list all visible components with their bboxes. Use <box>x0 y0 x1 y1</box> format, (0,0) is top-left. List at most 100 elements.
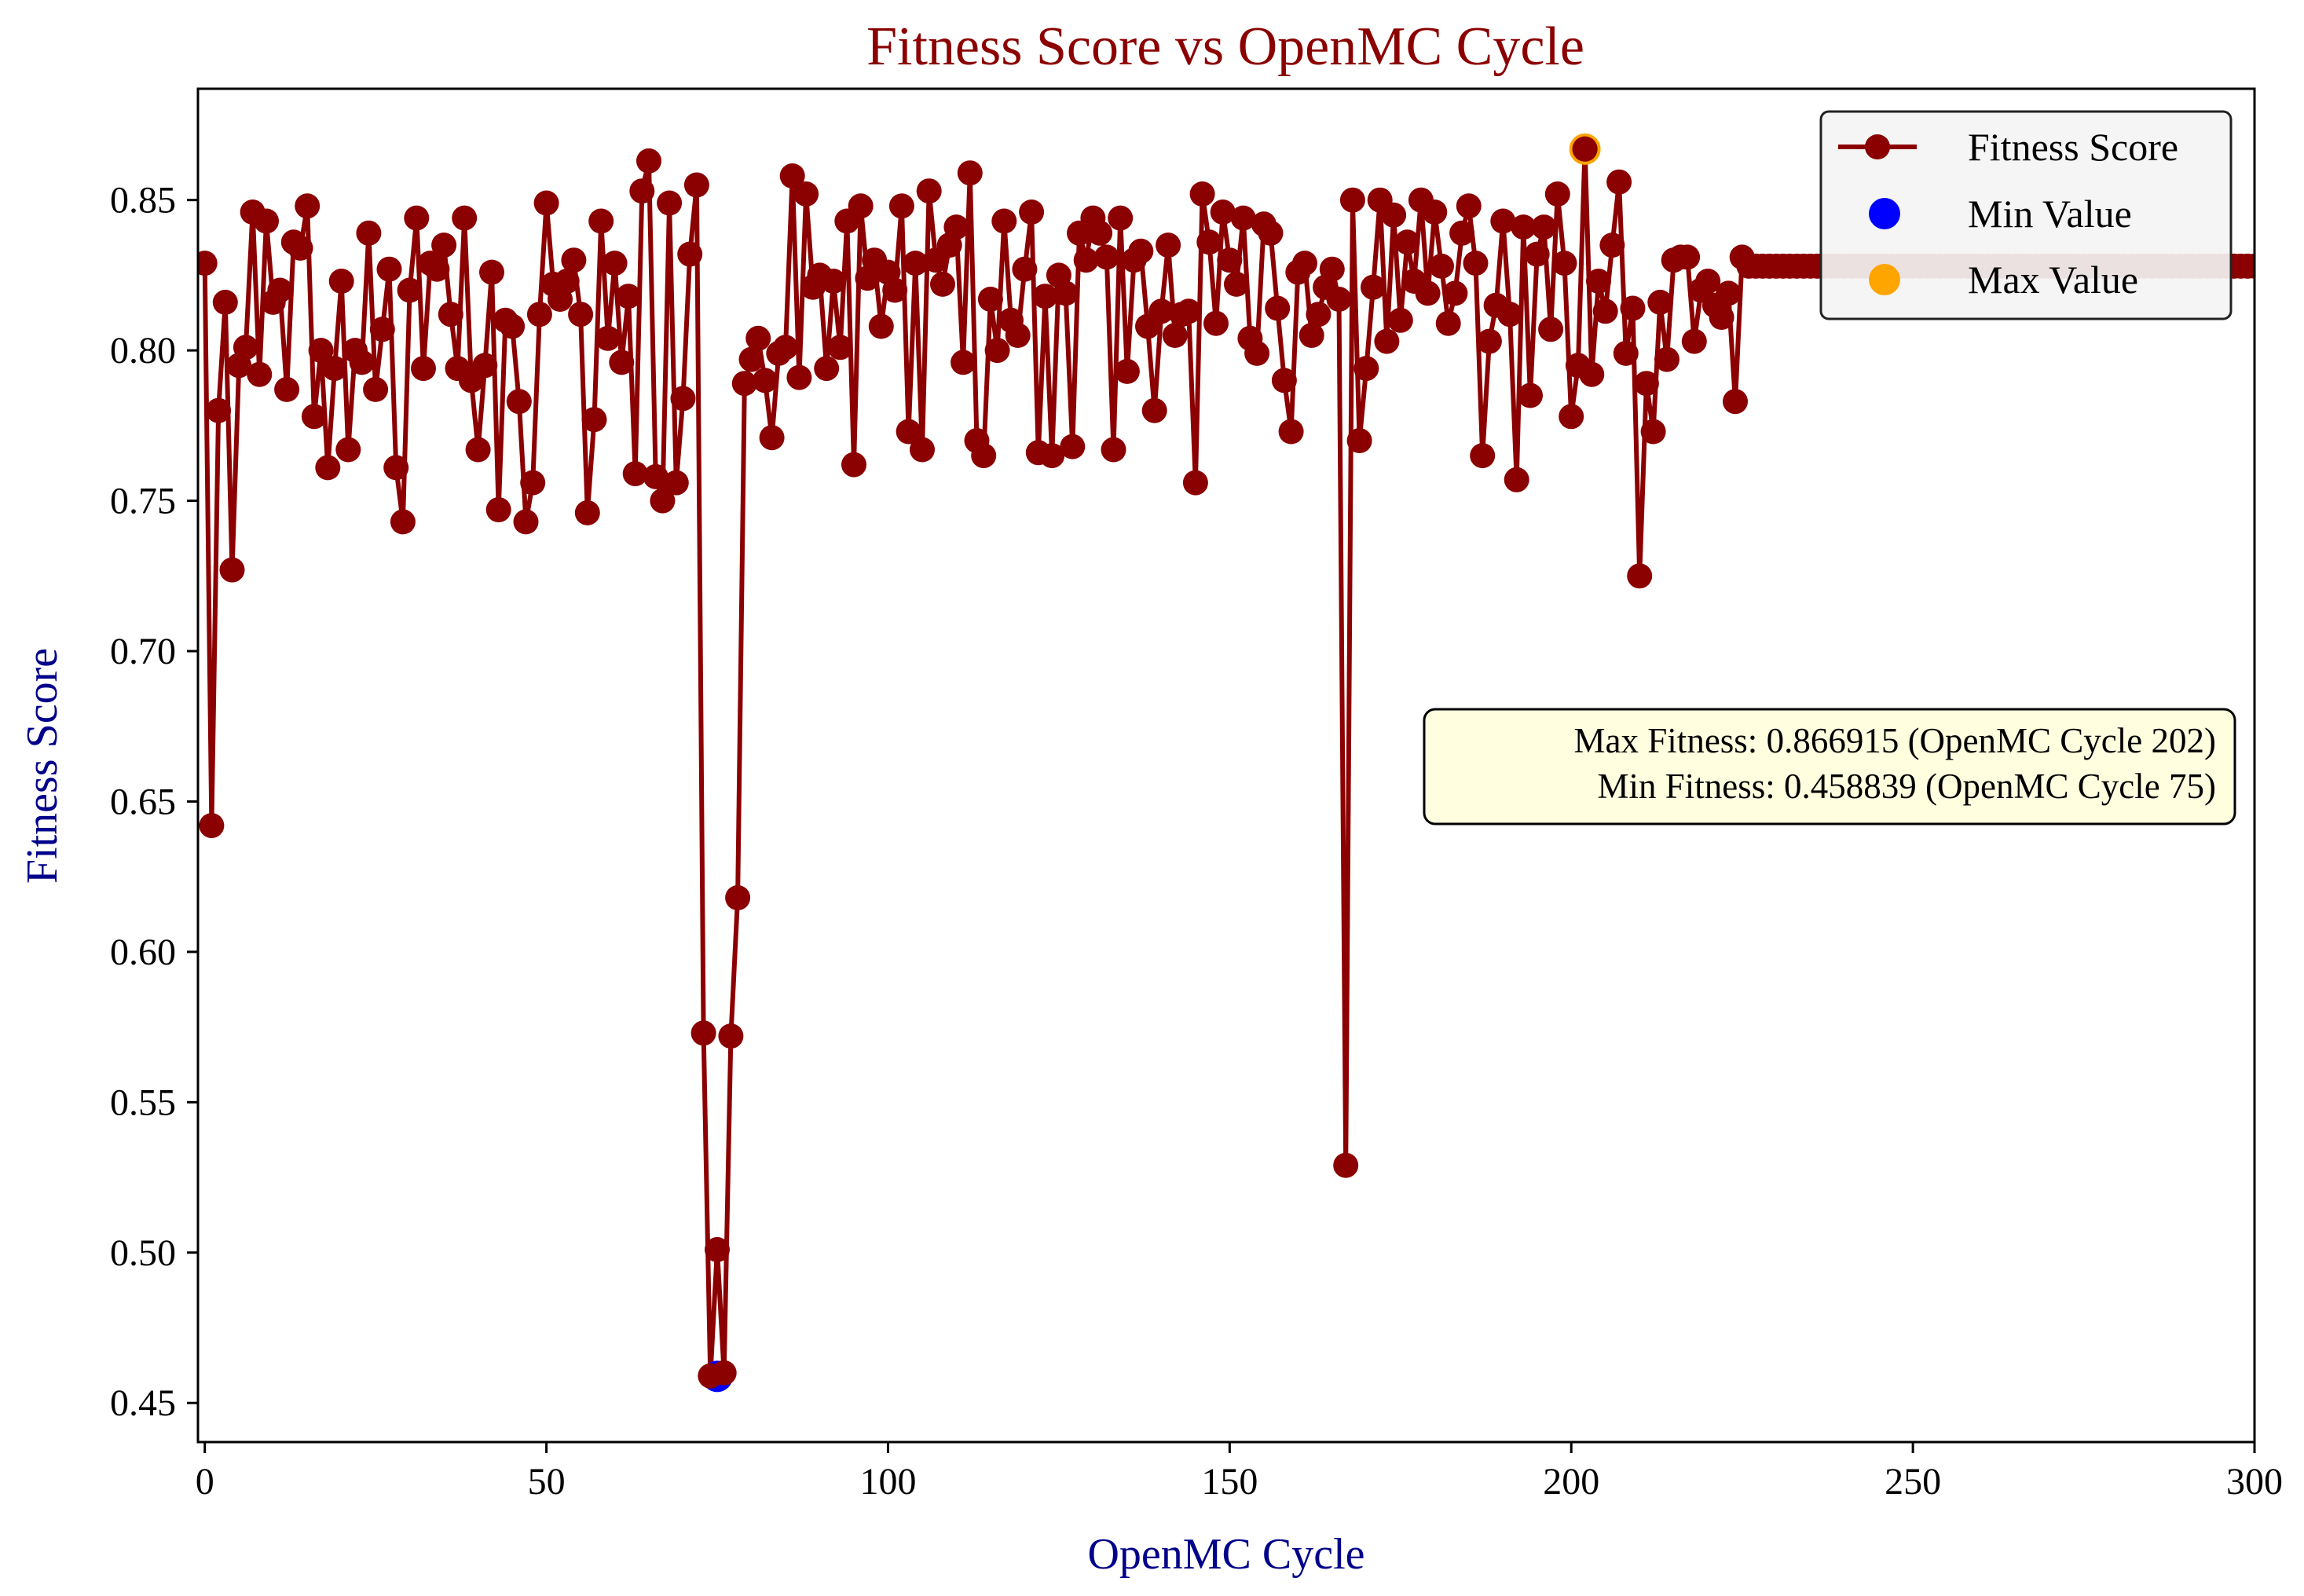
fitness-point <box>916 178 942 204</box>
fitness-point <box>335 437 361 463</box>
fitness-point <box>219 557 245 583</box>
fitness-point <box>274 376 300 402</box>
fitness-point <box>1647 289 1673 315</box>
fitness-point <box>1695 269 1721 294</box>
fitness-point <box>1723 389 1748 415</box>
fitness-point <box>561 247 587 273</box>
fitness-point <box>526 302 552 328</box>
legend-label-min: Min Value <box>1968 192 2132 236</box>
x-tick-label: 300 <box>2226 1461 2283 1503</box>
fitness-point <box>1306 302 1331 328</box>
fitness-point <box>1299 323 1324 348</box>
y-tick-label: 0.75 <box>110 481 176 522</box>
fitness-point <box>1093 244 1119 270</box>
fitness-point <box>356 220 382 246</box>
fitness-point <box>1339 187 1365 213</box>
fitness-point <box>827 335 853 361</box>
fitness-point <box>1559 404 1584 430</box>
legend-label-fitness: Fitness Score <box>1968 125 2178 169</box>
annotation-max-line: Max Fitness: 0.866915 (OpenMC Cycle 202) <box>1574 721 2216 760</box>
fitness-point <box>957 160 983 186</box>
fitness-point <box>1716 280 1742 306</box>
legend-marker-min <box>1869 198 1900 229</box>
fitness-point <box>1504 467 1529 492</box>
fitness-point <box>616 284 641 309</box>
y-tick-label: 0.65 <box>110 781 176 822</box>
annotation-background <box>1423 708 2236 825</box>
fitness-point <box>1531 214 1557 240</box>
fitness-point <box>500 313 526 339</box>
fitness-point <box>328 269 354 294</box>
fitness-point <box>705 1237 730 1262</box>
fitness-point <box>725 885 751 910</box>
fitness-point <box>1627 563 1653 589</box>
legend-marker-fitness <box>1865 134 1890 159</box>
x-axis-title: OpenMC Cycle <box>1087 1530 1364 1579</box>
fitness-point <box>609 350 635 375</box>
fitness-point <box>1176 298 1202 324</box>
fitness-point <box>1271 368 1297 394</box>
fitness-point <box>848 193 874 219</box>
fitness-point <box>690 1020 716 1046</box>
fitness-point <box>1326 287 1352 312</box>
fitness-point <box>841 452 866 478</box>
fitness-point <box>711 1360 737 1386</box>
fitness-point <box>1442 280 1468 306</box>
fitness-point <box>363 376 389 402</box>
fitness-point <box>212 289 238 315</box>
fitness-point <box>1470 443 1496 469</box>
fitness-point <box>506 389 532 415</box>
fitness-point <box>670 386 696 412</box>
fitness-point <box>404 205 430 231</box>
y-axis-ticks: 0.45 0.50 0.55 0.60 0.65 0.70 0.75 0.80 0.85 <box>110 180 198 1424</box>
fitness-point <box>1162 323 1188 348</box>
fitness-point <box>745 325 771 351</box>
x-tick-label: 100 <box>859 1461 916 1503</box>
fitness-point <box>554 269 580 294</box>
fitness-point <box>903 251 929 276</box>
fitness-point <box>1599 232 1625 258</box>
max-value-point <box>1572 136 1598 162</box>
fitness-point <box>971 443 997 469</box>
fitness-point <box>657 190 683 216</box>
fitness-point <box>1422 200 1448 225</box>
x-tick-label: 50 <box>528 1461 566 1503</box>
y-tick-label: 0.50 <box>110 1232 176 1274</box>
fitness-point <box>793 181 819 207</box>
fitness-point <box>1394 229 1420 255</box>
fitness-point <box>574 500 600 525</box>
fitness-point <box>1675 244 1701 270</box>
fitness-point <box>1463 251 1489 276</box>
y-tick-label: 0.45 <box>110 1382 176 1424</box>
fitness-point <box>1039 443 1065 469</box>
annotation-min-line: Min Fitness: 0.458839 (OpenMC Cycle 75) <box>1598 767 2216 806</box>
fitness-point <box>991 208 1017 234</box>
fitness-point <box>1476 328 1502 354</box>
fitness-point <box>683 172 709 198</box>
fitness-point <box>1346 428 1372 453</box>
fitness-point <box>1060 434 1086 459</box>
legend: Fitness Score Min Value Max Value <box>1819 110 2233 320</box>
fitness-point <box>977 287 1003 312</box>
fitness-point <box>1012 256 1038 282</box>
fitness-point <box>1518 383 1543 408</box>
fitness-point <box>595 325 621 351</box>
fitness-point <box>1114 358 1140 384</box>
fitness-point <box>1189 181 1215 207</box>
fitness-point <box>1579 361 1605 387</box>
chart-title: Fitness Score vs OpenMC Cycle <box>866 16 1584 77</box>
fitness-point <box>643 463 668 489</box>
fitness-point <box>636 148 661 174</box>
fitness-point <box>718 1023 744 1049</box>
fitness-point <box>779 163 805 189</box>
fitness-point <box>1490 208 1516 234</box>
fitness-point <box>1613 340 1639 366</box>
fitness-point <box>199 813 225 839</box>
fitness-point <box>1435 310 1461 336</box>
fitness-point <box>896 419 921 445</box>
fitness-point <box>369 317 395 342</box>
fitness-point <box>888 193 914 219</box>
fitness-point <box>1586 269 1611 294</box>
fitness-point <box>1032 284 1058 309</box>
fitness-point <box>1449 220 1475 246</box>
